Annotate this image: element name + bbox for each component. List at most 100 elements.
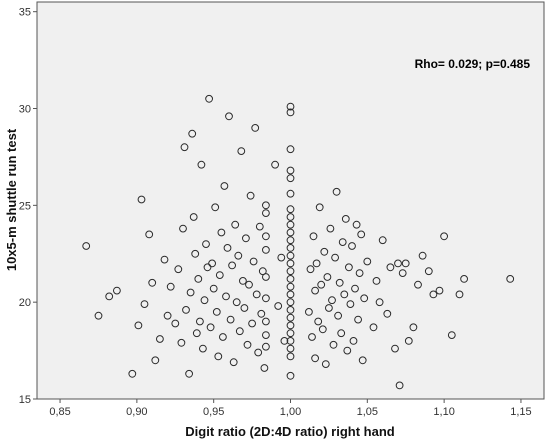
data-point	[398, 269, 407, 278]
data-point	[240, 304, 249, 312]
data-point	[166, 282, 175, 291]
data-point	[258, 267, 267, 276]
data-point	[440, 232, 449, 241]
y-axis-title: 10x5-m shuttle run test	[4, 128, 19, 271]
data-point	[369, 323, 378, 332]
data-point	[262, 246, 270, 254]
data-point	[271, 160, 280, 169]
data-point	[189, 213, 198, 221]
data-point	[312, 259, 321, 268]
data-point	[217, 228, 226, 237]
data-point	[286, 352, 295, 361]
data-point	[355, 269, 364, 278]
data-point	[354, 315, 363, 324]
data-point	[140, 300, 149, 309]
data-point	[134, 321, 143, 330]
data-point	[194, 275, 203, 283]
y-tick-label: 25	[19, 200, 31, 212]
data-point	[337, 329, 346, 338]
data-point	[239, 277, 247, 285]
data-point	[409, 323, 418, 332]
data-point	[262, 294, 270, 303]
x-tick-label: 1,00	[280, 406, 301, 418]
data-point	[148, 278, 157, 287]
data-point	[286, 267, 295, 276]
data-point	[375, 298, 384, 307]
data-point	[188, 129, 197, 138]
data-point	[209, 284, 218, 293]
data-point	[414, 280, 422, 289]
data-point	[196, 317, 204, 326]
data-point	[286, 275, 295, 283]
data-point	[401, 259, 410, 268]
data-point	[315, 203, 324, 212]
data-point	[234, 251, 243, 260]
data-point	[286, 205, 295, 214]
data-point	[320, 247, 329, 256]
data-point	[246, 191, 255, 200]
data-point	[386, 263, 395, 272]
data-point	[311, 286, 320, 295]
data-point	[180, 143, 189, 152]
data-point	[223, 244, 232, 252]
data-point	[262, 317, 270, 326]
data-point	[286, 329, 295, 338]
data-point	[231, 220, 240, 229]
data-point	[286, 251, 295, 260]
data-point	[351, 284, 359, 293]
data-point	[222, 292, 230, 301]
data-point	[191, 249, 200, 258]
data-point	[357, 230, 366, 239]
x-tick-label: 0,95	[203, 406, 224, 418]
data-point	[326, 224, 335, 233]
data-point	[286, 166, 295, 175]
data-point	[338, 238, 347, 247]
data-point	[391, 344, 399, 353]
data-point	[225, 112, 233, 121]
data-point	[332, 187, 341, 196]
data-point	[460, 275, 469, 283]
data-point	[418, 251, 427, 260]
data-point	[160, 255, 169, 264]
data-point	[395, 381, 404, 390]
data-point	[262, 201, 270, 210]
data-point	[249, 257, 258, 266]
data-point	[447, 331, 456, 340]
data-point	[252, 290, 261, 299]
data-point	[348, 242, 356, 250]
data-point	[286, 337, 295, 345]
data-point	[156, 335, 164, 343]
data-point	[245, 280, 253, 289]
data-point	[235, 327, 244, 336]
data-point	[317, 280, 326, 289]
data-point	[321, 360, 330, 369]
data-point	[179, 224, 187, 233]
data-point	[286, 282, 295, 291]
data-point	[262, 331, 270, 340]
data-point	[358, 356, 367, 365]
data-point	[243, 340, 252, 349]
data-point	[372, 277, 381, 285]
data-point	[455, 290, 464, 299]
data-point	[82, 242, 91, 250]
data-point	[314, 317, 323, 326]
data-point	[211, 203, 220, 212]
data-point	[429, 290, 438, 299]
data-point	[286, 344, 295, 353]
data-point	[286, 108, 295, 117]
data-point	[435, 286, 444, 295]
data-point	[171, 319, 180, 328]
data-point	[186, 288, 195, 297]
data-point	[345, 263, 353, 272]
plot-area	[36, 1, 545, 400]
x-tick-label: 0,90	[126, 406, 147, 418]
data-point	[349, 337, 358, 345]
data-point	[286, 259, 295, 268]
data-point	[200, 296, 209, 305]
data-point	[219, 333, 227, 341]
data-point	[262, 273, 270, 281]
data-point	[257, 309, 266, 318]
data-point	[318, 325, 327, 334]
data-point	[274, 302, 283, 310]
